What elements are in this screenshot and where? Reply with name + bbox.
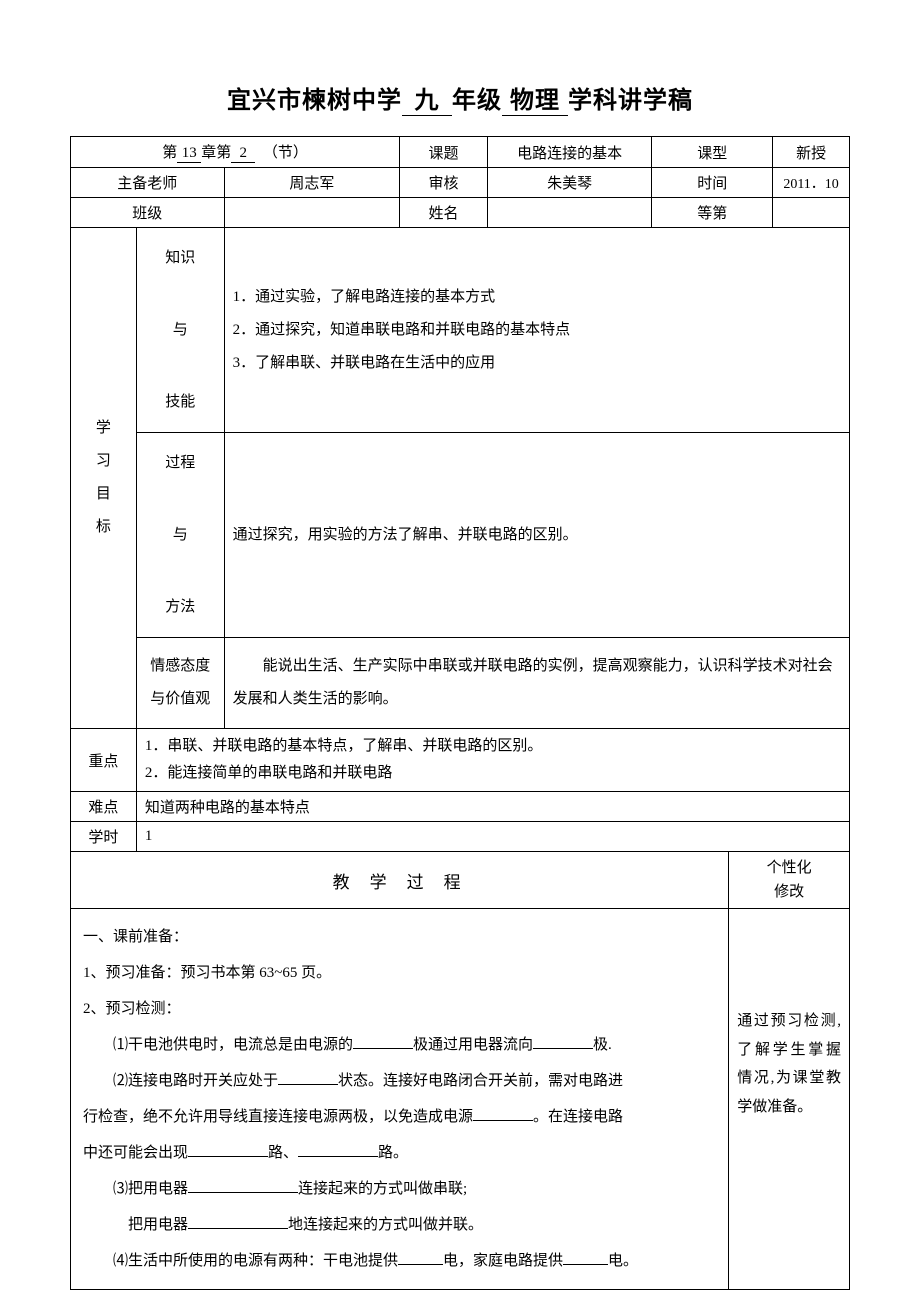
type-label: 课型 [652, 137, 773, 168]
header-row-3: 班级 姓名 等第 [71, 198, 850, 228]
keypoint-content: 1．串联、并联电路的基本特点，了解串、并联电路的区别。 2．能连接简单的串联电路… [136, 729, 849, 792]
modify-label: 个性化修改 [729, 852, 850, 909]
process-content-row: 一、课前准备： 1、预习准备：预习书本第 63~65 页。 2、预习检测： ⑴干… [71, 909, 850, 1290]
header-row-2: 主备老师 周志军 审核 朱美琴 时间 2011．10 [71, 168, 850, 198]
name-value [487, 198, 652, 228]
keypoint-row: 重点 1．串联、并联电路的基本特点，了解串、并联电路的区别。 2．能连接简单的串… [71, 729, 850, 792]
review-label: 审核 [400, 168, 488, 198]
grade-label: 等第 [652, 198, 773, 228]
goals-section-label: 学习目标 [71, 228, 137, 729]
header-row-1: 第13章第2 （节） 课题 电路连接的基本 课型 新授 [71, 137, 850, 168]
class-label: 班级 [71, 198, 225, 228]
knowledge-label: 知识与技能 [136, 228, 224, 433]
difficulty-row: 难点 知道两种电路的基本特点 [71, 792, 850, 822]
grade-value [773, 198, 850, 228]
side-note-cell: 通过预习检测,了解学生掌握情况,为课堂教学做准备。 [729, 909, 850, 1290]
process-content: 通过探究，用实验的方法了解串、并联电路的区别。 [224, 433, 849, 638]
teacher-value: 周志军 [224, 168, 400, 198]
hours-content: 1 [136, 822, 849, 852]
class-value [224, 198, 400, 228]
chapter-cell: 第13章第2 （节） [71, 137, 400, 168]
process-header-row: 教学过程 个性化修改 [71, 852, 850, 909]
process-label: 过程与方法 [136, 433, 224, 638]
topic-label: 课题 [400, 137, 488, 168]
emotion-content: 能说出生活、生产实际中串联或并联电路的实例，提高观察能力，认识科学技术对社会发展… [224, 638, 849, 729]
topic-value: 电路连接的基本 [487, 137, 652, 168]
hours-row: 学时 1 [71, 822, 850, 852]
time-label: 时间 [652, 168, 773, 198]
name-label: 姓名 [400, 198, 488, 228]
hours-label: 学时 [71, 822, 137, 852]
difficulty-label: 难点 [71, 792, 137, 822]
review-value: 朱美琴 [487, 168, 652, 198]
time-value: 2011．10 [773, 168, 850, 198]
process-content-cell: 一、课前准备： 1、预习准备：预习书本第 63~65 页。 2、预习检测： ⑴干… [71, 909, 729, 1290]
difficulty-content: 知道两种电路的基本特点 [136, 792, 849, 822]
knowledge-content: 1．通过实验，了解电路连接的基本方式 2．通过探究，知道串联电路和并联电路的基本… [224, 228, 849, 433]
goals-knowledge-row: 学习目标 知识与技能 1．通过实验，了解电路连接的基本方式 2．通过探究，知道串… [71, 228, 850, 433]
document-title: 宜兴市楝树中学九年级物理学科讲学稿 [70, 80, 850, 116]
type-value: 新授 [773, 137, 850, 168]
keypoint-label: 重点 [71, 729, 137, 792]
process-header-label: 教学过程 [71, 852, 729, 909]
teacher-label: 主备老师 [71, 168, 225, 198]
emotion-label: 情感态度与价值观 [136, 638, 224, 729]
lesson-plan-table: 第13章第2 （节） 课题 电路连接的基本 课型 新授 主备老师 周志军 审核 … [70, 136, 850, 1290]
goals-process-row: 过程与方法 通过探究，用实验的方法了解串、并联电路的区别。 [71, 433, 850, 638]
goals-emotion-row: 情感态度与价值观 能说出生活、生产实际中串联或并联电路的实例，提高观察能力，认识… [71, 638, 850, 729]
